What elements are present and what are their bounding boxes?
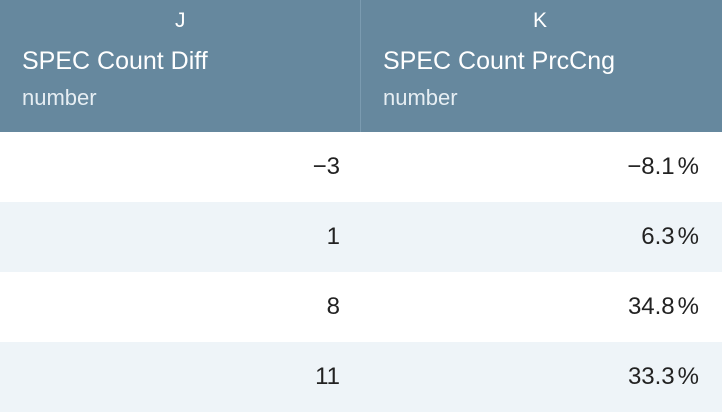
table-row[interactable]: 11 33.3% [0,342,722,412]
cell-spec-count-diff[interactable]: 1 [326,223,340,250]
cell-spec-count-prccng[interactable]: 6.3% [361,202,722,272]
percent-value: 34.8 [627,293,675,320]
table-row[interactable]: 1 6.3% [0,202,722,272]
column-type: number [22,85,97,110]
percent-unit: % [677,223,699,250]
column-header-j[interactable]: J SPEC Count Diff number [0,0,361,132]
percent-unit: % [677,293,699,320]
percent-unit: % [677,363,699,390]
percent-value: −8.1 [627,153,675,180]
table-body: −3 −8.1% 1 6.3% 8 34.8% 11 33.3% [0,132,722,412]
table-header: J SPEC Count Diff number K SPEC Count Pr… [0,0,722,132]
table-row[interactable]: 8 34.8% [0,272,722,342]
column-title: SPEC Count PrcCng [383,47,616,75]
cell-spec-count-prccng[interactable]: −8.1% [361,132,722,202]
cell-spec-count-prccng[interactable]: 34.8% [361,272,722,342]
column-letter: K [533,9,548,32]
cell-spec-count-prccng[interactable]: 33.3% [361,342,722,412]
column-header-k[interactable]: K SPEC Count PrcCng number [361,0,722,132]
column-type: number [383,85,458,110]
column-letter: J [175,9,186,32]
table-row[interactable]: −3 −8.1% [0,132,722,202]
percent-value: 33.3 [627,363,675,390]
cell-spec-count-diff[interactable]: −3 [312,153,340,180]
cell-spec-count-diff[interactable]: 11 [315,363,340,390]
column-title: SPEC Count Diff [22,47,208,75]
percent-unit: % [677,153,699,180]
cell-spec-count-diff[interactable]: 8 [326,293,340,320]
percent-value: 6.3 [641,223,675,250]
